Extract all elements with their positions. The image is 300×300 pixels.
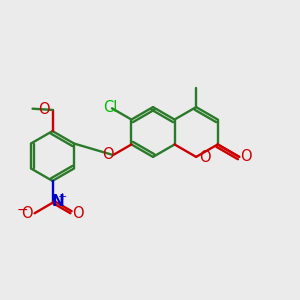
Text: O: O (72, 206, 84, 221)
Text: −: − (17, 203, 28, 217)
Text: +: + (58, 192, 68, 203)
Text: N: N (52, 194, 64, 209)
Text: O: O (21, 206, 33, 221)
Text: O: O (199, 150, 210, 165)
Text: Cl: Cl (103, 100, 118, 115)
Text: O: O (38, 102, 50, 117)
Text: O: O (102, 147, 113, 162)
Text: O: O (240, 149, 252, 164)
